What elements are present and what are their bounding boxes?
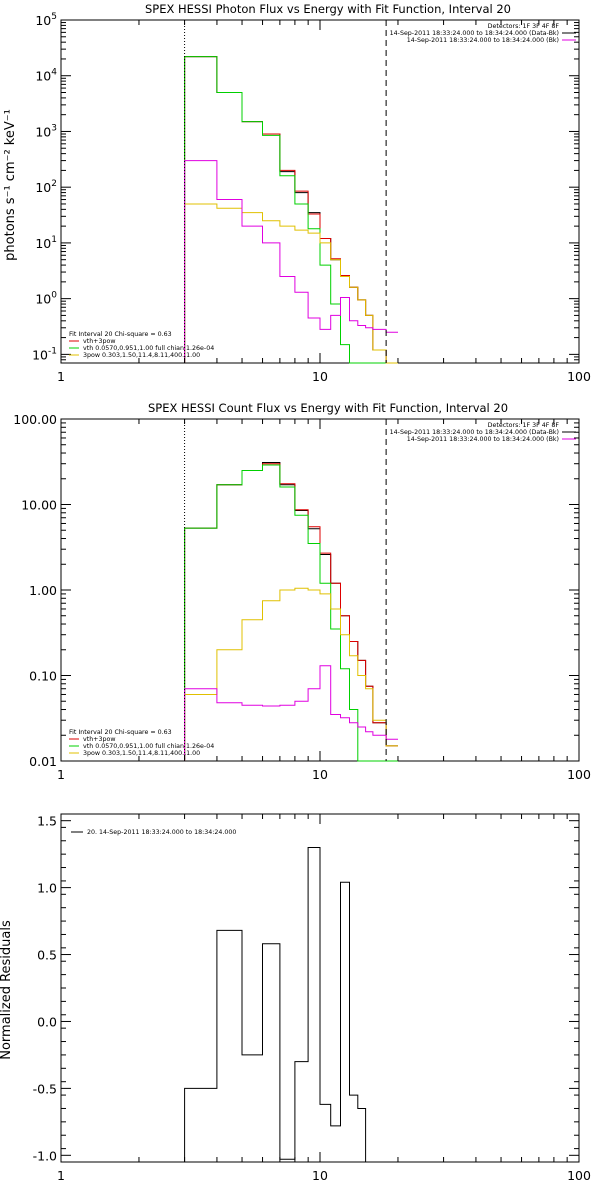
- x-tick-label: 100: [567, 1168, 591, 1183]
- y-tick-label: 1.00: [29, 583, 57, 598]
- chart-title: SPEX HESSI Count Flux vs Energy with Fit…: [148, 401, 508, 415]
- residuals-chart: Normalized Residuals 1 10 100 -1.0 -0.5 0.0 0…: [0, 813, 591, 1183]
- y-tick-label: 0.10: [29, 669, 57, 684]
- y-axis-label: Normalized Residuals: [0, 920, 14, 1060]
- legend-entry-text: 14-Sep-2011 18:33:24.000 to 18:34:24.000…: [407, 37, 559, 44]
- y-tick-label: 102: [35, 179, 57, 195]
- y-axis-label: photons s⁻¹ cm⁻² keV⁻¹: [3, 109, 18, 261]
- series-bk: [184, 665, 398, 761]
- chart-title: SPEX HESSI Photon Flux vs Energy with Fi…: [145, 2, 511, 16]
- y-tick-label: 104: [35, 68, 57, 84]
- series-data-bk: [184, 56, 398, 364]
- x-tick-label: 1: [57, 369, 65, 384]
- legend-entry-text: Fit Interval 20 Chi-square = 0.63: [69, 331, 172, 338]
- y-tick-label: 105: [35, 12, 57, 28]
- x-tick-label: 10: [312, 369, 328, 384]
- legend-entry-text: 3pow 0.303,1.50,11.4,8.11,400.,1.00: [83, 352, 200, 359]
- y-tick-label: 103: [35, 123, 57, 139]
- x-tick-label: 100: [567, 767, 591, 782]
- y-tick-label: 1.5: [37, 814, 57, 829]
- legend-entry-text: 14-Sep-2011 18:33:24.000 to 18:34:24.000…: [407, 436, 559, 443]
- photon-flux-chart: SPEX HESSI Photon Flux vs Energy with Fi…: [3, 2, 591, 384]
- series-vth: [184, 56, 398, 364]
- legend-entry-text: vth 0.0570,0.951,1.00 full chian 1.26e-0…: [83, 345, 214, 352]
- y-tick-label: 10.00: [21, 498, 57, 513]
- series-3pow: [184, 587, 398, 761]
- x-tick-label: 1: [57, 1168, 65, 1183]
- y-tick-label: 0.5: [37, 948, 57, 963]
- series-bk: [184, 160, 398, 363]
- legend-entry-text: Detectors: 1F 3F 4F 8F: [488, 422, 560, 429]
- legend-entry-text: vth+3pow: [83, 736, 115, 743]
- y-tick-label: 100: [35, 291, 57, 307]
- series-vth: [184, 464, 398, 762]
- legend-entry-text: 3pow 0.303,1.50,11.4,8.11,400.,1.00: [83, 750, 200, 757]
- x-tick-label: 1: [57, 767, 65, 782]
- y-tick-label: -1.0: [33, 1148, 57, 1163]
- legend-entry-text: 14-Sep-2011 18:33:24.000 to 18:34:24.000…: [390, 30, 559, 37]
- y-tick-label: 10-1: [32, 346, 57, 362]
- legend-entry-text: 20. 14-Sep-2011 18:33:24.000 to 18:34:24…: [87, 829, 236, 836]
- x-tick-label: 10: [312, 1168, 328, 1183]
- x-tick-label: 10: [312, 767, 328, 782]
- series-3pow: [184, 203, 398, 364]
- y-tick-label: 100.00: [13, 412, 57, 427]
- y-tick-label: 101: [35, 235, 57, 251]
- legend-entry-text: vth 0.0570,0.951,1.00 full chian 1.26e-0…: [83, 743, 214, 750]
- legend-entry-text: Fit Interval 20 Chi-square = 0.63: [69, 729, 172, 736]
- plot-frame: [60, 19, 580, 364]
- y-tick-label: 0.0: [37, 1014, 57, 1029]
- y-tick-label: 1.0: [37, 881, 57, 896]
- y-tick-label: 0.01: [29, 754, 57, 769]
- legend-entry-text: Detectors: 1F 3F 4F 8F: [488, 23, 560, 30]
- series-vth-3pow: [184, 56, 398, 364]
- count-flux-chart: SPEX HESSI Count Flux vs Energy with Fit…: [13, 401, 591, 782]
- series-residuals: [184, 847, 367, 1162]
- legend-entry-text: 14-Sep-2011 18:33:24.000 to 18:34:24.000…: [390, 429, 559, 436]
- y-tick-label: -0.5: [33, 1081, 57, 1096]
- x-tick-label: 100: [567, 369, 591, 384]
- legend-entry-text: vth+3pow: [83, 338, 115, 345]
